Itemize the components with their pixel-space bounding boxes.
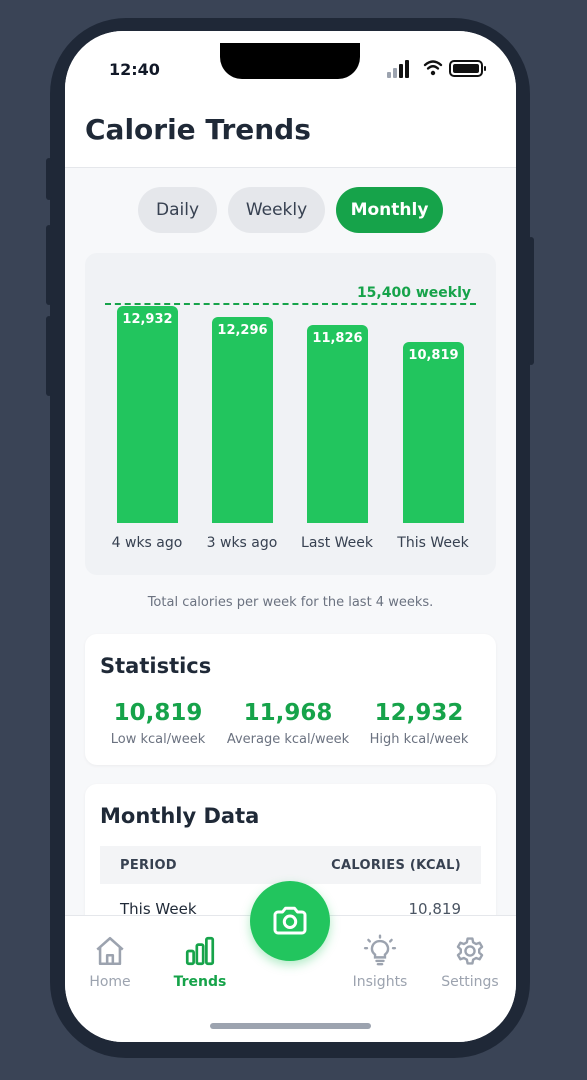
nav-settings[interactable]: Settings bbox=[435, 934, 505, 1004]
nav-label: Home bbox=[89, 974, 131, 990]
bar-4-wks-ago: 12,932 bbox=[117, 306, 178, 523]
bar-chart-icon bbox=[185, 936, 215, 966]
monthly-data-title: Monthly Data bbox=[100, 804, 260, 828]
stat-high-value: 12,932 bbox=[374, 700, 464, 726]
bar-value-label: 12,296 bbox=[217, 322, 268, 338]
stat-low-value: 10,819 bbox=[113, 700, 203, 726]
nav-insights[interactable]: Insights bbox=[345, 934, 415, 1004]
home-indicator bbox=[210, 1023, 371, 1029]
status-bar: 12:40 bbox=[65, 31, 516, 111]
column-header-calories: CALORIES (KCAL) bbox=[331, 858, 461, 873]
bar-this-week: 10,819 bbox=[403, 341, 464, 523]
nav-label: Settings bbox=[441, 974, 499, 990]
stat-low-label: Low kcal/week bbox=[110, 732, 206, 747]
category-label: Last Week bbox=[301, 535, 373, 551]
statistics-card: Statistics 10,819 Low kcal/week 11,968 A… bbox=[85, 634, 496, 765]
table-cell-period: This Week bbox=[120, 900, 197, 918]
stat-average-label: Average kcal/week bbox=[226, 732, 350, 747]
nav-trends[interactable]: Trends bbox=[165, 934, 235, 1004]
bar-last-week: 11,826 bbox=[307, 324, 368, 523]
app-header: Calorie Trends bbox=[65, 111, 516, 168]
side-button bbox=[528, 237, 534, 365]
status-time: 12:40 bbox=[109, 60, 160, 79]
column-header-period: PERIOD bbox=[120, 858, 177, 873]
home-icon bbox=[96, 936, 124, 966]
bar-value-label: 11,826 bbox=[312, 330, 363, 346]
signal-icon bbox=[387, 60, 413, 78]
nav-label: Insights bbox=[352, 974, 408, 990]
camera-notch bbox=[220, 43, 360, 79]
bar-value-label: 10,819 bbox=[408, 347, 459, 363]
tab-daily[interactable]: Daily bbox=[138, 187, 217, 233]
page-title: Calorie Trends bbox=[85, 113, 311, 146]
chart-caption: Total calories per week for the last 4 w… bbox=[147, 595, 434, 610]
battery-icon bbox=[449, 60, 486, 77]
target-line bbox=[105, 303, 476, 305]
side-button bbox=[46, 225, 52, 305]
side-button bbox=[46, 316, 52, 396]
weekly-calorie-chart: 15,400 weekly 12,932 12,296 11,826 10,81… bbox=[85, 253, 496, 575]
wifi-icon bbox=[423, 60, 443, 76]
category-label: This Week bbox=[397, 535, 469, 551]
phone-screen: 12:40 Calorie Trends Daily Weekly Monthl… bbox=[65, 31, 516, 1042]
side-button bbox=[46, 158, 52, 200]
gear-icon bbox=[456, 937, 484, 965]
stat-high-label: High kcal/week bbox=[369, 732, 469, 747]
stat-average-value: 11,968 bbox=[243, 700, 333, 726]
nav-home[interactable]: Home bbox=[75, 934, 145, 1004]
target-label: 15,400 weekly bbox=[356, 285, 471, 301]
bar-3-wks-ago: 12,296 bbox=[212, 316, 273, 523]
tab-monthly[interactable]: Monthly bbox=[336, 187, 443, 233]
table-header: PERIOD CALORIES (KCAL) bbox=[100, 846, 481, 884]
table-cell-calories: 10,819 bbox=[408, 900, 462, 918]
category-label: 3 wks ago bbox=[206, 535, 278, 551]
camera-button[interactable] bbox=[250, 881, 330, 961]
category-label: 4 wks ago bbox=[111, 535, 183, 551]
tab-weekly[interactable]: Weekly bbox=[228, 187, 325, 233]
lightbulb-icon bbox=[363, 934, 397, 966]
statistics-title: Statistics bbox=[100, 654, 212, 678]
bar-value-label: 12,932 bbox=[122, 312, 173, 328]
nav-label: Trends bbox=[173, 974, 227, 990]
camera-icon bbox=[273, 906, 307, 935]
